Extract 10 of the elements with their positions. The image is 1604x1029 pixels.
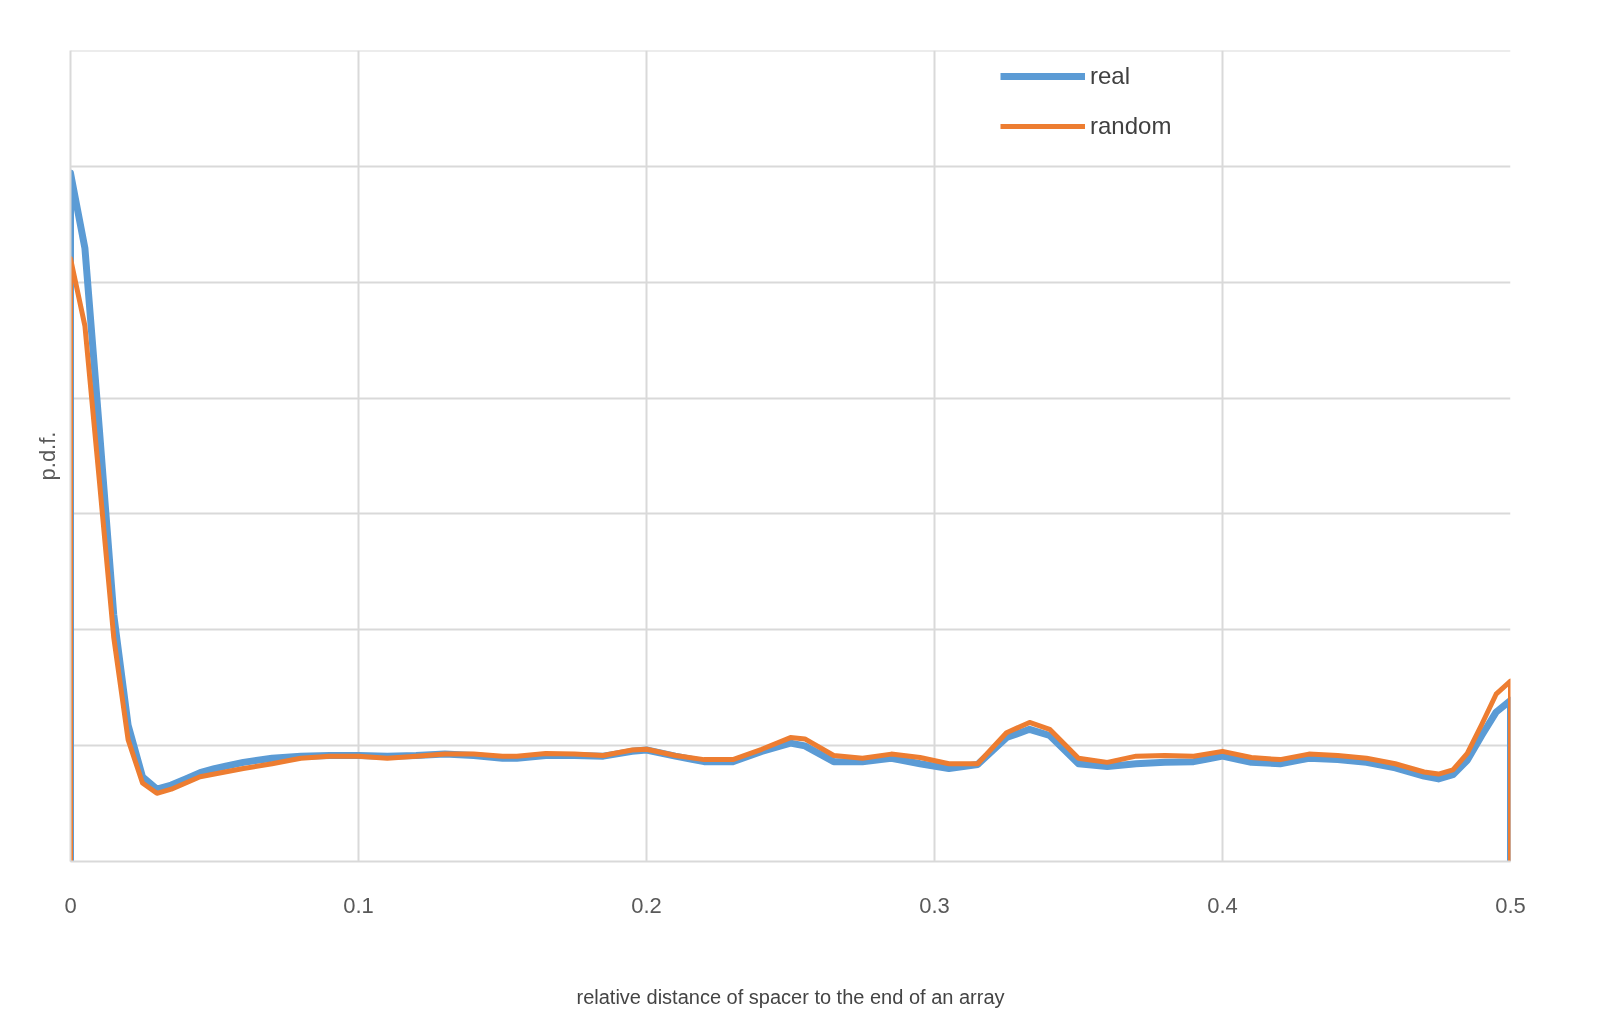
- y-axis-title: p.d.f.: [34, 431, 60, 481]
- x-tick-label: 0.1: [343, 892, 374, 918]
- x-tick-label: 0: [64, 892, 77, 918]
- legend-label: random: [1090, 112, 1172, 140]
- legend-label: real: [1090, 62, 1131, 90]
- x-axis-title: relative distance of spacer to the end of an array: [576, 985, 1005, 1008]
- x-tick-label: 0.2: [631, 892, 662, 918]
- x-tick-label: 0.3: [919, 892, 950, 918]
- x-tick-label: 0.5: [1495, 892, 1526, 918]
- x-tick-label: 0.4: [1207, 892, 1238, 918]
